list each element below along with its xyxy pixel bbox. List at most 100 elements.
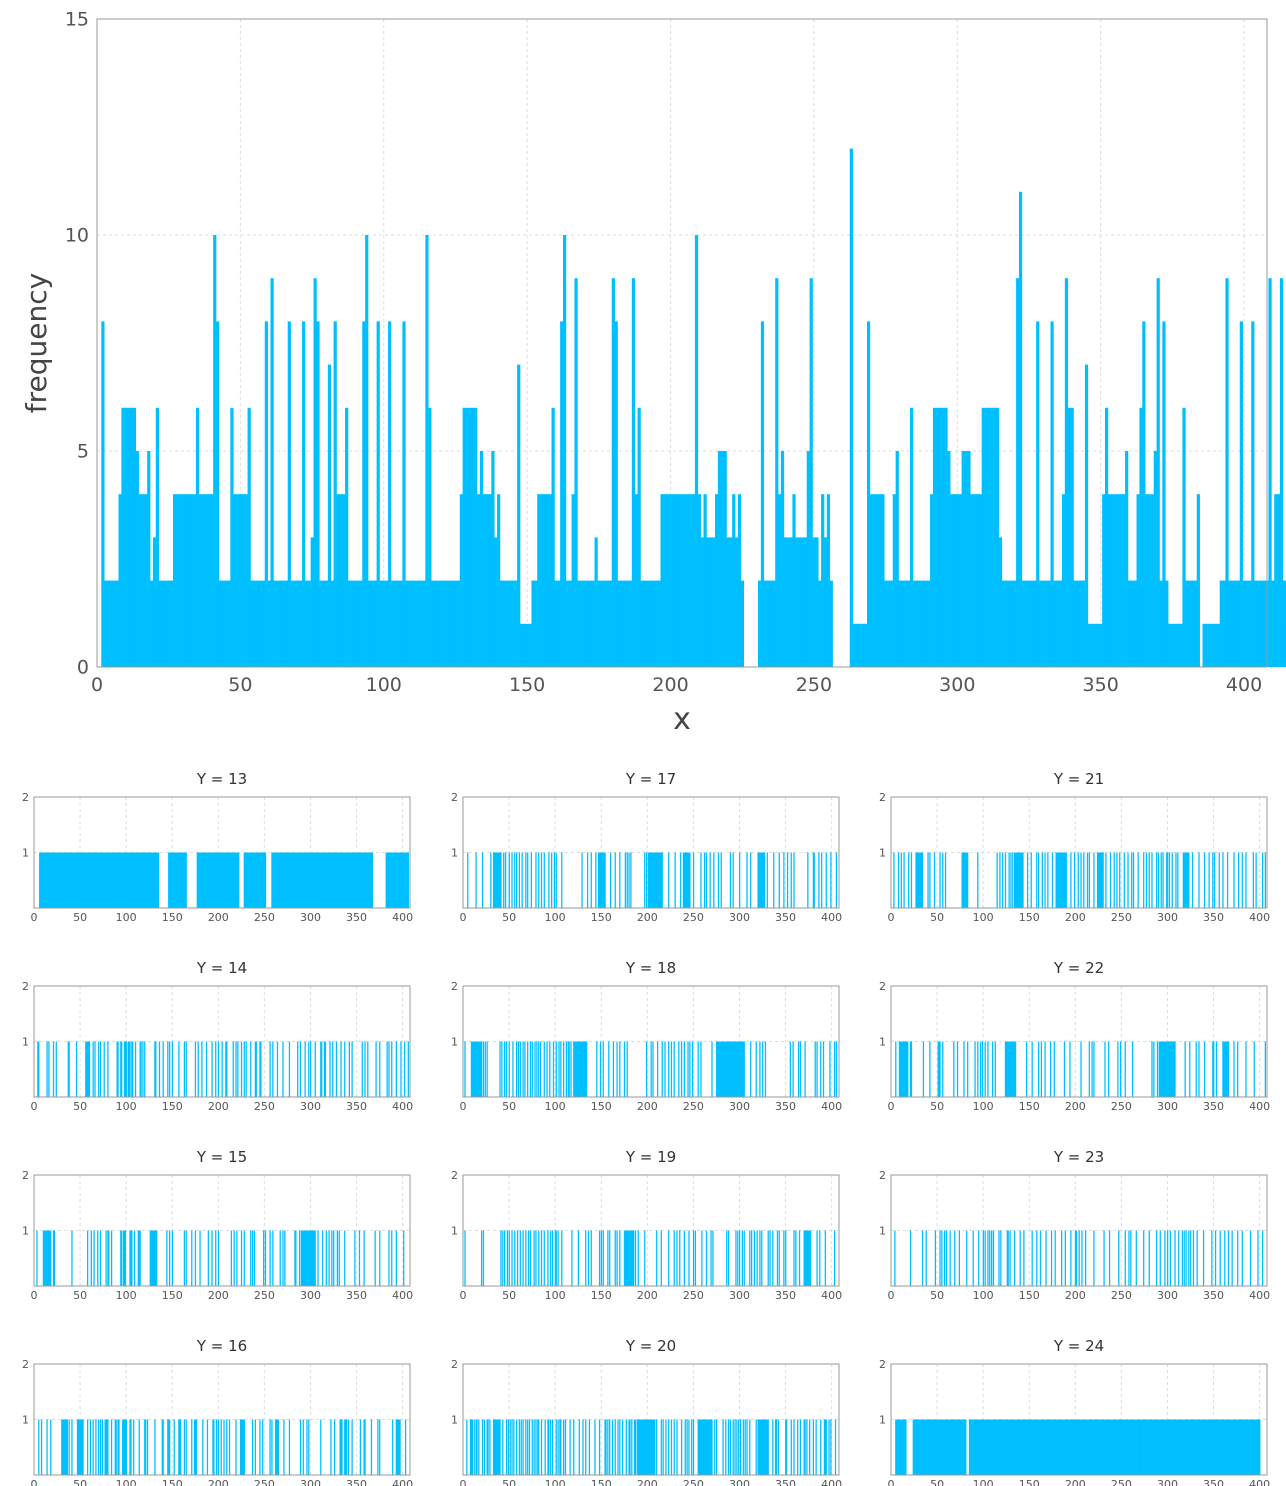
bar [938,1041,940,1097]
bar [122,1419,124,1475]
bar [173,852,175,908]
bar [307,580,311,667]
bar [129,852,131,908]
bar [1032,1419,1034,1475]
bar [980,1419,983,1475]
bar [356,580,360,667]
bar [668,1230,670,1286]
bar [789,1041,791,1097]
x-tick-label: 100 [545,1478,566,1486]
bar [612,1041,615,1097]
bar [533,1419,535,1475]
bar [539,1041,542,1097]
bar [1047,580,1051,667]
bar [712,1230,714,1286]
bar [632,1230,634,1286]
bar [208,852,210,908]
bar [1038,1419,1041,1475]
bar [720,852,722,908]
bar [677,494,681,667]
bar [263,1230,265,1286]
bar [590,852,592,908]
bar [150,580,154,667]
bar [1159,580,1163,667]
bar [395,1041,397,1097]
bar [1049,1419,1052,1475]
bar [919,852,921,908]
bar [977,1041,979,1097]
bar [219,852,221,908]
bar [953,1419,955,1475]
bar [664,1041,666,1097]
bar [1027,580,1031,667]
bar [313,278,317,667]
bar [765,1419,768,1475]
bar [1202,1230,1205,1286]
bar [994,1041,996,1097]
bar [898,1041,901,1097]
y-tick-label: 1 [451,1224,458,1237]
bar [92,1419,94,1475]
bar [1053,1419,1055,1475]
bar [750,1230,753,1286]
bar [1043,1419,1045,1475]
bar [636,1419,638,1475]
bar [900,1041,902,1097]
bar [1080,1419,1082,1475]
x-tick-label: 150 [591,1289,612,1302]
bar [403,852,405,908]
bar [481,1419,484,1475]
bar [252,852,255,908]
bar [703,1419,705,1475]
bar [1206,1419,1208,1475]
bar [1010,580,1014,667]
bar [198,494,203,667]
bar [141,494,145,667]
bar [1201,1419,1203,1475]
bar [1047,1419,1049,1475]
x-tick-label: 350 [1203,1478,1224,1486]
bar [912,580,917,667]
bar [470,1419,473,1475]
bar [1274,494,1278,667]
bar [244,852,246,908]
bar [358,852,361,908]
bar [1012,1419,1014,1475]
bar [270,278,274,667]
bar [199,852,201,908]
bar [226,1419,228,1475]
bar [1249,1419,1251,1475]
bar [295,1230,297,1286]
bar [185,1041,187,1097]
bar [956,1041,959,1097]
bar [806,1230,808,1286]
bar [1000,1419,1002,1475]
bar [1020,852,1022,908]
bar [304,580,309,667]
bar [1030,852,1032,908]
bar [969,1419,972,1475]
bar [394,852,397,908]
x-tick-label: 0 [888,1100,895,1113]
bar [656,1230,658,1286]
bar [924,580,928,667]
bar [1135,1419,1137,1475]
bar [1021,1419,1023,1475]
bar [767,1230,769,1286]
bar [137,852,139,908]
bar [1165,1419,1167,1475]
bar [282,1230,284,1286]
bar [816,1230,818,1286]
bar [818,852,820,908]
bar [534,1041,536,1097]
y-tick-label: 1 [879,846,886,859]
bar [950,1419,952,1475]
bar [1158,1041,1160,1097]
bar [1184,1419,1186,1475]
bar [269,1041,271,1097]
bar [281,852,283,908]
bar [1277,494,1281,667]
bar [812,852,815,908]
bar [494,852,497,908]
